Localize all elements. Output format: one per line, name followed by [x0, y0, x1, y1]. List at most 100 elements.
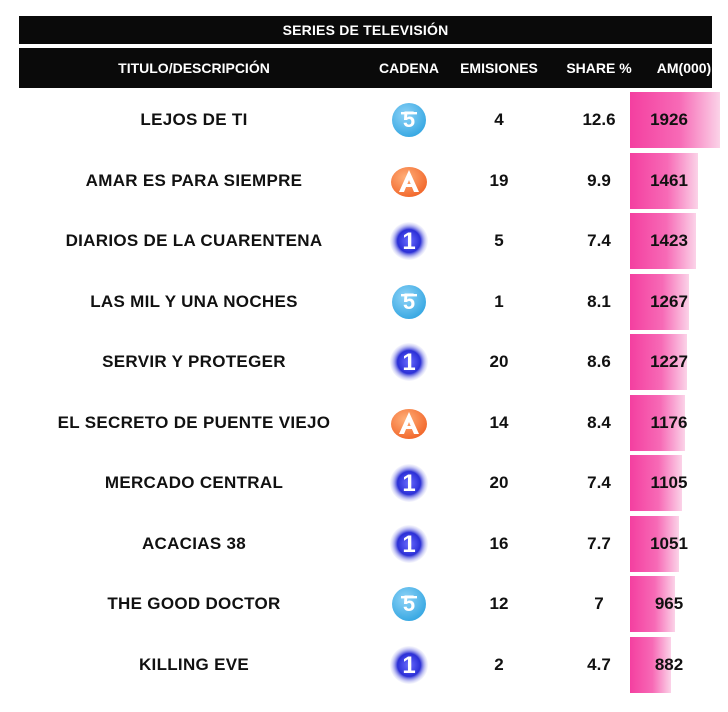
series-title: DIARIOS DE LA CUARENTENA [65, 231, 323, 251]
audience-cell: 1423 [629, 211, 712, 272]
header-channel: CADENA [379, 60, 439, 76]
series-title: KILLING EVE [138, 654, 250, 674]
audience-cell: 1176 [629, 393, 712, 454]
audience-cell: 1461 [629, 151, 712, 212]
emissions-value: 1 [494, 291, 504, 311]
audience-bar [630, 576, 675, 632]
la1-logo-icon: 1 [390, 464, 428, 503]
table-header: TITULO/DESCRIPCIÓN CADENA EMISIONES SHAR… [19, 48, 712, 88]
table-title: SERIES DE TELEVISIÓN [19, 16, 712, 44]
audience-value: 1227 [650, 352, 688, 372]
series-title: EL SECRETO DE PUENTE VIEJO [57, 412, 331, 432]
audience-cell: 965 [629, 574, 712, 635]
svg-text:5: 5 [403, 289, 415, 314]
channel-cell [364, 393, 454, 454]
svg-text:1: 1 [402, 652, 415, 679]
audience-bar [630, 334, 687, 390]
emissions-value: 12 [489, 594, 509, 614]
audience-value: 882 [654, 654, 684, 674]
audience-bar [630, 455, 682, 511]
header-title: TITULO/DESCRIPCIÓN [118, 60, 270, 76]
svg-text:1: 1 [402, 531, 415, 558]
share-value: 8.4 [587, 412, 611, 432]
share-value: 9.9 [587, 170, 611, 190]
la1-logo-icon: 1 [390, 645, 428, 684]
audience-cell: 1267 [629, 272, 712, 333]
telecinco-logo-icon: 5 [392, 284, 426, 319]
audience-cell: 1926 [629, 90, 720, 151]
audience-cell: 882 [629, 635, 712, 696]
emissions-value: 5 [494, 231, 504, 251]
emissions-value: 20 [489, 352, 509, 372]
svg-text:5: 5 [403, 591, 415, 616]
channel-cell: 1 [364, 453, 454, 514]
audience-value: 1176 [650, 412, 688, 432]
audience-cell: 1227 [629, 332, 712, 393]
svg-text:1: 1 [402, 470, 415, 497]
table-row: EL SECRETO DE PUENTE VIEJO 14 8.4 1176 [19, 393, 712, 454]
emissions-value: 2 [494, 654, 504, 674]
series-title: SERVIR Y PROTEGER [102, 352, 286, 372]
channel-cell: 1 [364, 211, 454, 272]
audience-value: 965 [654, 594, 684, 614]
audience-bar [630, 636, 671, 693]
audience-value: 1926 [650, 110, 688, 130]
channel-cell: 5 [364, 90, 454, 151]
audience-value: 1423 [650, 231, 688, 251]
la1-logo-icon: 1 [390, 222, 428, 261]
header-share: SHARE % [566, 60, 632, 76]
audience-cell: 1105 [629, 453, 712, 514]
emissions-value: 4 [494, 110, 504, 130]
table-row: SERVIR Y PROTEGER 1 20 8.6 1227 [19, 332, 712, 393]
channel-cell: 1 [364, 514, 454, 575]
share-value: 7.7 [587, 533, 611, 553]
share-value: 8.6 [587, 352, 611, 372]
header-emissions: EMISIONES [460, 60, 538, 76]
table-body: LEJOS DE TI 5 4 12.6 1926 AMAR ES PARA SIEMPR… [19, 90, 720, 696]
channel-cell: 1 [364, 635, 454, 696]
table-row: ACACIAS 38 1 16 7.7 1051 [19, 514, 712, 575]
series-title: LAS MIL Y UNA NOCHES [90, 291, 298, 311]
series-title: MERCADO CENTRAL [104, 473, 284, 493]
audience-bar [630, 92, 720, 148]
emissions-value: 19 [489, 170, 509, 190]
audience-value: 1105 [650, 473, 688, 493]
channel-cell: 5 [364, 272, 454, 333]
share-value: 7 [594, 594, 604, 614]
table-row: AMAR ES PARA SIEMPRE 19 9.9 1461 [19, 151, 712, 212]
audience-value: 1051 [650, 533, 688, 553]
table-row: THE GOOD DOCTOR 5 12 7 965 [19, 574, 712, 635]
share-value: 4.7 [587, 654, 611, 674]
table-row: DIARIOS DE LA CUARENTENA 1 5 7.4 1423 [19, 211, 712, 272]
channel-cell: 1 [364, 332, 454, 393]
table-row: LEJOS DE TI 5 4 12.6 1926 [19, 90, 720, 151]
audience-bar [630, 394, 685, 451]
la1-logo-icon: 1 [390, 524, 428, 563]
channel-cell: 5 [364, 574, 454, 635]
table-row: MERCADO CENTRAL 1 20 7.4 1105 [19, 453, 712, 514]
share-value: 7.4 [587, 231, 611, 251]
share-value: 8.1 [587, 291, 611, 311]
share-value: 12.6 [582, 110, 616, 130]
svg-text:1: 1 [402, 349, 415, 376]
audience-bar [630, 273, 689, 330]
audience-bar [630, 515, 679, 572]
la1-logo-icon: 1 [390, 343, 428, 382]
audience-bar [630, 213, 696, 269]
telecinco-logo-icon: 5 [392, 587, 426, 622]
series-title: AMAR ES PARA SIEMPRE [85, 170, 303, 190]
audience-cell: 1051 [629, 514, 712, 575]
emissions-value: 14 [489, 412, 509, 432]
antena3-logo-icon [391, 408, 427, 439]
emissions-value: 16 [489, 533, 509, 553]
series-title: THE GOOD DOCTOR [107, 594, 281, 614]
svg-text:5: 5 [403, 107, 415, 132]
series-title: ACACIAS 38 [141, 533, 247, 553]
table-row: LAS MIL Y UNA NOCHES 5 1 8.1 1267 [19, 272, 712, 333]
emissions-value: 20 [489, 473, 509, 493]
table-row: KILLING EVE 1 2 4.7 882 [19, 635, 712, 696]
telecinco-logo-icon: 5 [392, 103, 426, 138]
audience-bar [630, 152, 698, 209]
header-audience: AM(000) [656, 60, 712, 76]
